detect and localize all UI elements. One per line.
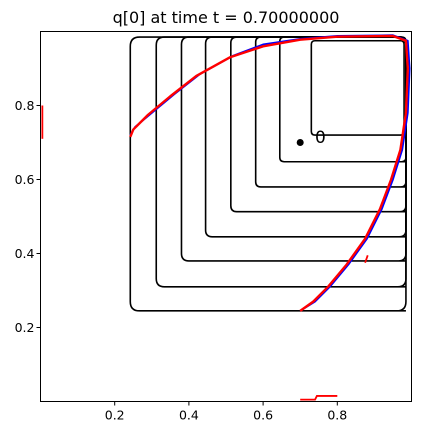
y-tick-label: 0.4 <box>15 246 35 261</box>
x-tick-label: 0.6 <box>253 408 273 423</box>
stray-mark-2 <box>300 395 338 401</box>
x-tick-label: 0.2 <box>105 408 125 423</box>
plot-area: 0 <box>41 34 411 401</box>
marker-point <box>296 139 304 146</box>
y-tick-label: 0.6 <box>15 172 35 187</box>
x-axis: 0.2 0.4 0.6 0.8 <box>105 401 347 423</box>
axes-frame <box>40 31 412 402</box>
y-tick-label: 0.2 <box>15 320 35 335</box>
y-axis: 0.2 0.4 0.6 0.8 <box>15 98 41 335</box>
y-tick-label: 0.8 <box>15 98 35 113</box>
x-tick-label: 0.4 <box>179 408 199 423</box>
x-tick-label: 0.8 <box>327 408 347 423</box>
point-label: 0 <box>315 128 326 148</box>
contour-line-4 <box>204 36 407 238</box>
chart-title: q[0] at time t = 0.70000000 <box>113 8 340 27</box>
stray-mark-3 <box>364 255 369 264</box>
red-contour-outline <box>129 34 409 312</box>
contour-line-8 <box>310 39 405 136</box>
blue-contour-outline <box>129 34 411 312</box>
contour-line-6 <box>254 36 407 188</box>
contour-line-1 <box>129 36 407 312</box>
